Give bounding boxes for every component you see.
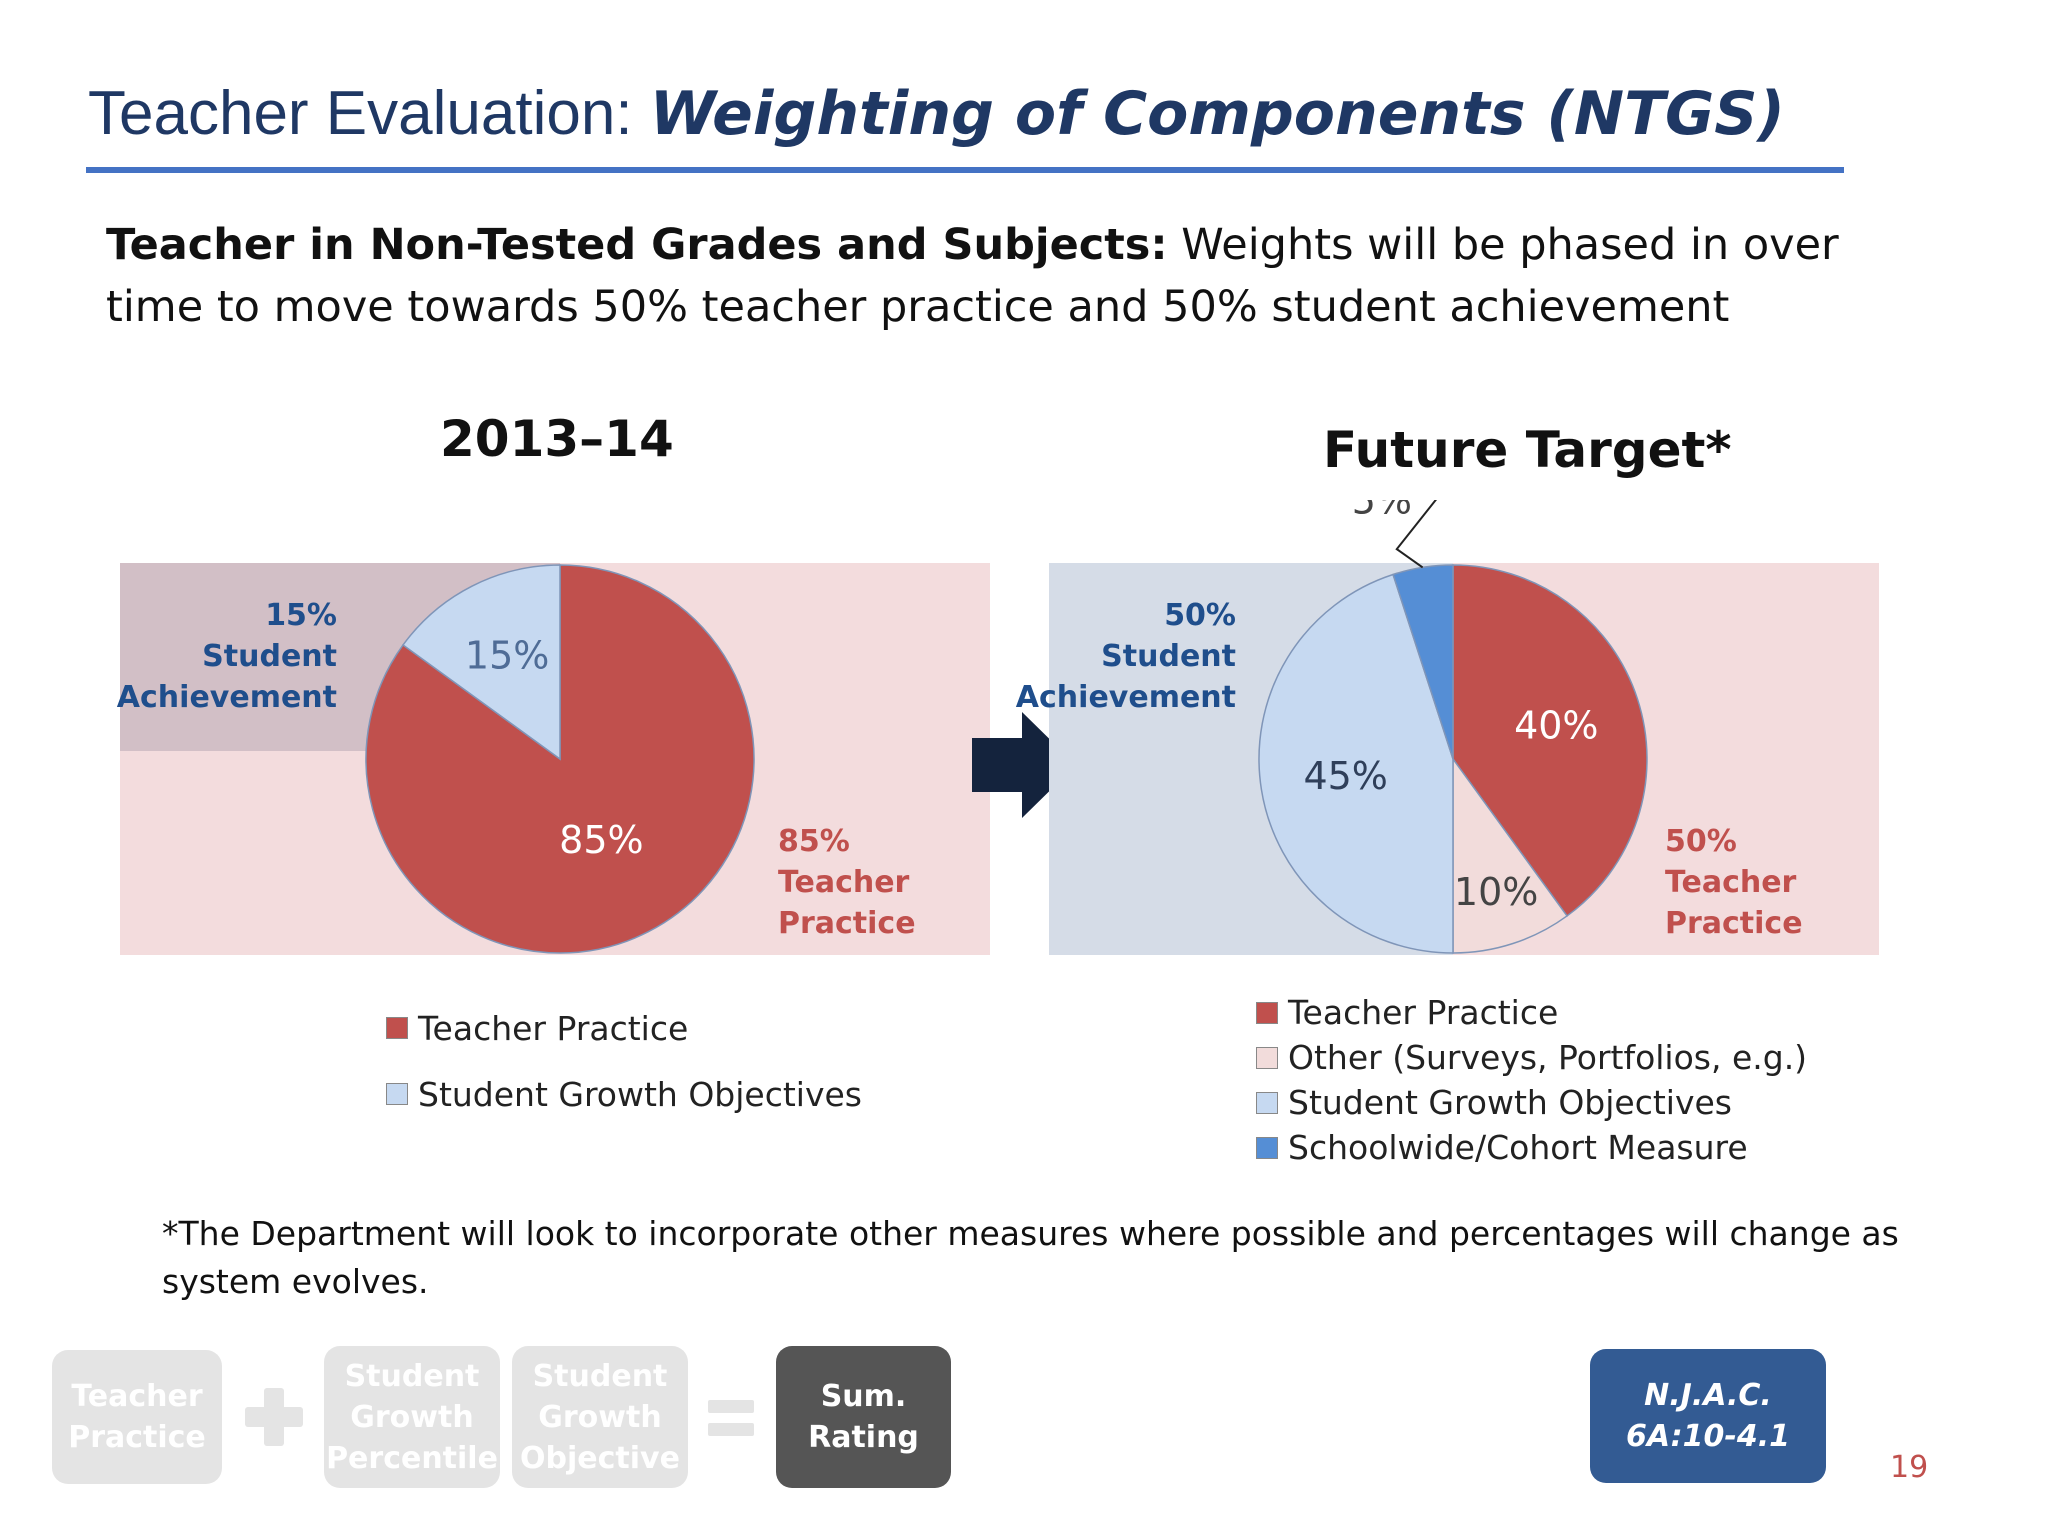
legend-label: Teacher Practice (1288, 993, 1559, 1032)
pie-data-label: 85% (559, 818, 643, 862)
formula-student-growth-percentile: Student Growth Percentile (324, 1346, 500, 1488)
formula-student-growth-objective: Student Growth Objective (512, 1346, 688, 1488)
legend-item: Student Growth Objectives (386, 1070, 862, 1118)
chart-title-2013: 2013–14 (440, 410, 674, 468)
formula-teacher-practice: Teacher Practice (52, 1350, 222, 1484)
annotation-line: Teacher (778, 865, 910, 900)
citation-badge: N.J.A.C. 6A:10-4.1 (1590, 1349, 1826, 1483)
legend-swatch (386, 1017, 408, 1039)
legend-label: Student Growth Objectives (1288, 1083, 1733, 1122)
pie-slice (1392, 564, 1454, 760)
annotation-line: 85% (778, 824, 850, 859)
subtitle-bold: Teacher in Non-Tested Grades and Subject… (106, 220, 1168, 270)
subtitle-text: Weights will be phased in over time to m… (106, 220, 1839, 332)
equals-icon (708, 1400, 754, 1436)
pie-slice (1452, 564, 1648, 917)
annotation-line: 50% (1665, 824, 1737, 859)
annotation-line: Achievement (116, 680, 337, 715)
annotation-line: 15% (265, 598, 337, 633)
legend-swatch (386, 1083, 408, 1105)
annotation-line: Student (1101, 639, 1236, 674)
page-number: 19 (1890, 1450, 1929, 1485)
title-underline (86, 167, 1844, 173)
legend-swatch (1256, 1091, 1278, 1114)
legend-swatch (1256, 1001, 1278, 1024)
annotation-student-2013: 15% Student Achievement (117, 595, 337, 718)
pie-slice (1452, 756, 1569, 954)
subtitle: Teacher in Non-Tested Grades and Subject… (106, 214, 1906, 338)
annotation-student-future: 50% Student Achievement (1016, 595, 1236, 718)
page-title: Teacher Evaluation: Weighting of Compone… (88, 78, 1785, 149)
legend-swatch (1256, 1136, 1278, 1159)
pie-data-label: 10% (1454, 870, 1538, 914)
label-leader-line (1395, 500, 1437, 569)
legend-label: Student Growth Objectives (418, 1074, 863, 1114)
annotation-line: Practice (1665, 906, 1803, 941)
plus-icon (245, 1388, 303, 1446)
legend-item: Teacher Practice (386, 1004, 862, 1052)
legend-future: Teacher Practice Other (Surveys, Portfol… (1256, 990, 1807, 1170)
pie-slice (1258, 573, 1454, 954)
legend-item: Student Growth Objectives (1256, 1080, 1807, 1125)
legend-label: Other (Surveys, Portfolios, e.g.) (1288, 1038, 1808, 1077)
pie-chart-2013: 85% 15% (365, 564, 755, 954)
pie-chart-future: 40% 10% 45% 5% (1258, 500, 1648, 954)
formula-summative-rating: Sum. Rating (776, 1346, 951, 1488)
legend-item: Schoolwide/Cohort Measure (1256, 1125, 1807, 1170)
pie-data-label: 5% (1352, 500, 1412, 522)
annotation-teacher-future: 50% Teacher Practice (1665, 821, 1803, 944)
legend-label: Teacher Practice (418, 1008, 689, 1048)
annotation-line: Teacher (1665, 865, 1797, 900)
right-arrow-icon (972, 712, 1076, 818)
chart-2013-panel: 85% 15% 15% Student Achievement 85% Teach… (117, 563, 990, 955)
pie-slice (402, 564, 561, 761)
legend-item: Teacher Practice (1256, 990, 1807, 1035)
legend-label: Schoolwide/Cohort Measure (1288, 1128, 1748, 1167)
legend-swatch (1256, 1046, 1278, 1069)
annotation-line: Student (202, 639, 337, 674)
annotation-teacher-2013: 85% Teacher Practice (778, 821, 916, 944)
legend-item: Other (Surveys, Portfolios, e.g.) (1256, 1035, 1807, 1080)
footnote: *The Department will look to incorporate… (162, 1214, 1899, 1301)
pie-data-label: 40% (1514, 703, 1598, 747)
chart-title-future: Future Target* (1323, 421, 1732, 479)
annotation-line: 50% (1164, 598, 1236, 633)
pie-data-label: 45% (1303, 754, 1387, 798)
annotation-line: Practice (778, 906, 916, 941)
legend-2013: Teacher Practice Student Growth Objectiv… (386, 1004, 862, 1118)
title-plain: Teacher Evaluation: (88, 79, 650, 148)
title-emphasis: Weighting of Components (NTGS) (649, 79, 1785, 149)
annotation-line: Achievement (1015, 680, 1236, 715)
pie-data-label: 15% (465, 633, 549, 677)
